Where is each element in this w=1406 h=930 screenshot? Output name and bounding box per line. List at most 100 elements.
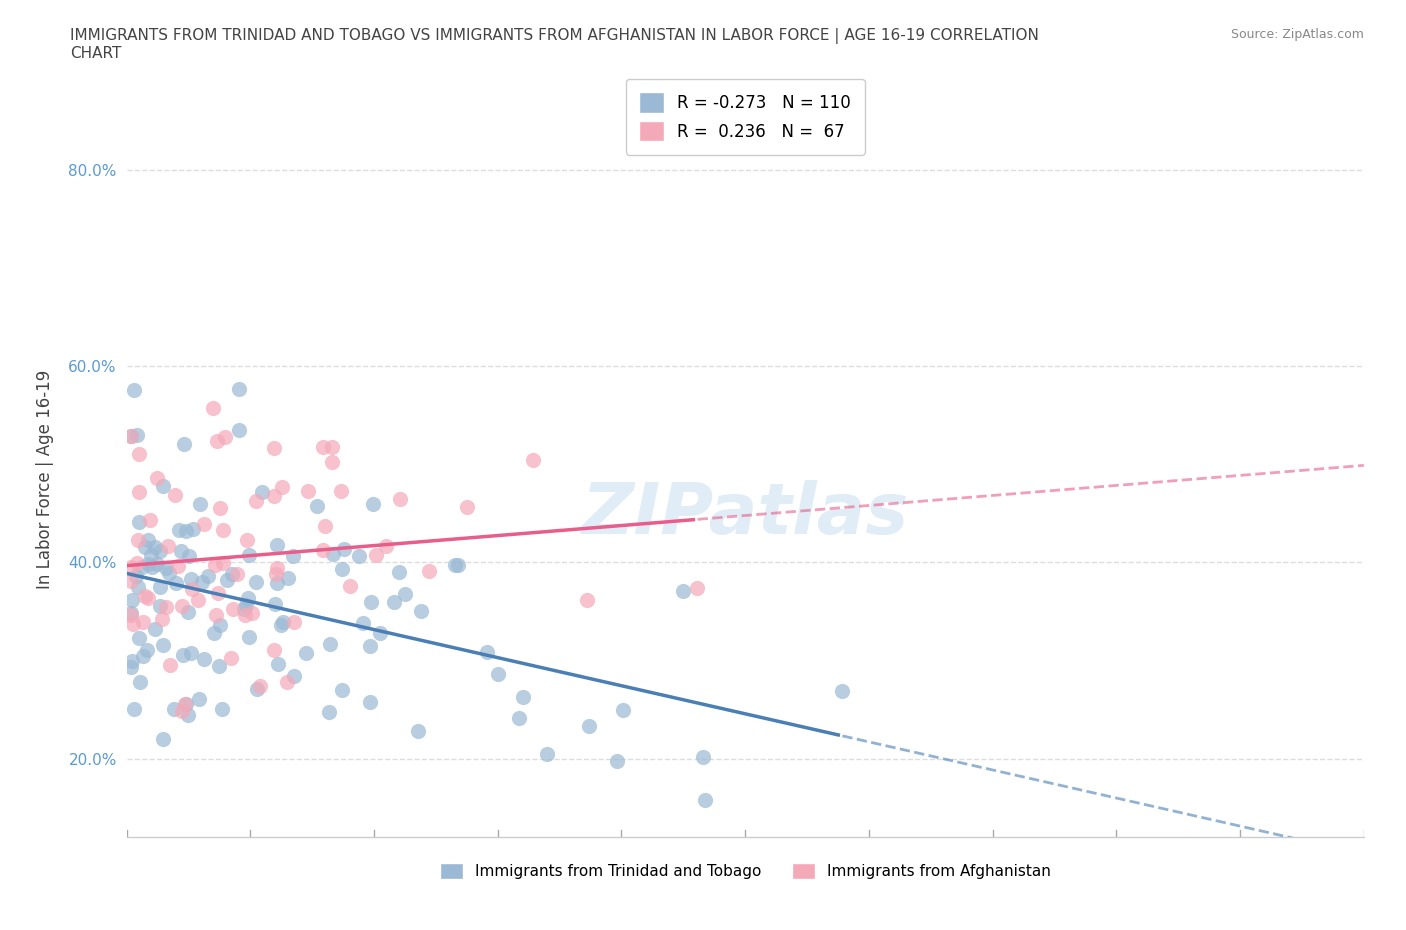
- Point: [165, 576, 187, 591]
- Point: [159, 658, 181, 672]
- Point: [226, 566, 249, 581]
- Point: [176, 697, 198, 711]
- Point: [375, 538, 398, 553]
- Point: [128, 674, 150, 689]
- Point: [125, 568, 148, 583]
- Point: [120, 607, 142, 622]
- Point: [193, 516, 215, 531]
- Text: Source: ZipAtlas.com: Source: ZipAtlas.com: [1230, 28, 1364, 41]
- Point: [121, 593, 143, 608]
- Point: [150, 612, 173, 627]
- Point: [671, 584, 693, 599]
- Point: [188, 691, 211, 706]
- Point: [146, 556, 169, 571]
- Point: [143, 621, 166, 636]
- Point: [263, 643, 285, 658]
- Point: [141, 547, 163, 562]
- Point: [127, 579, 149, 594]
- Text: ZIPatlas: ZIPatlas: [582, 480, 908, 550]
- Point: [136, 591, 159, 605]
- Point: [152, 637, 174, 652]
- Point: [245, 574, 267, 589]
- Point: [128, 631, 150, 645]
- Point: [188, 497, 211, 512]
- Point: [297, 484, 319, 498]
- Point: [172, 647, 194, 662]
- Point: [270, 618, 292, 632]
- Point: [522, 453, 544, 468]
- Point: [191, 574, 214, 589]
- Point: [382, 595, 405, 610]
- Point: [238, 630, 260, 644]
- Point: [222, 602, 245, 617]
- Point: [134, 540, 156, 555]
- Point: [508, 711, 530, 726]
- Point: [208, 618, 231, 633]
- Point: [321, 455, 343, 470]
- Point: [266, 576, 288, 591]
- Point: [394, 587, 416, 602]
- Point: [181, 522, 204, 537]
- Point: [228, 381, 250, 396]
- Point: [205, 607, 228, 622]
- Point: [149, 580, 172, 595]
- Point: [267, 657, 290, 671]
- Point: [305, 498, 328, 513]
- Point: [329, 484, 352, 498]
- Point: [294, 646, 316, 661]
- Point: [131, 559, 153, 574]
- Point: [245, 494, 267, 509]
- Point: [155, 599, 177, 614]
- Point: [263, 488, 285, 503]
- Point: [128, 515, 150, 530]
- Point: [359, 639, 381, 654]
- Point: [215, 572, 238, 587]
- Point: [238, 547, 260, 562]
- Point: [136, 556, 159, 571]
- Point: [152, 478, 174, 493]
- Point: [266, 567, 288, 582]
- Point: [263, 596, 285, 611]
- Point: [693, 792, 716, 807]
- Point: [124, 382, 146, 397]
- Point: [145, 471, 167, 485]
- Point: [831, 684, 853, 698]
- Point: [120, 659, 142, 674]
- Point: [252, 485, 274, 499]
- Point: [170, 599, 193, 614]
- Legend: Immigrants from Trinidad and Tobago, Immigrants from Afghanistan: Immigrants from Trinidad and Tobago, Imm…: [432, 856, 1059, 886]
- Point: [312, 542, 335, 557]
- Point: [330, 562, 353, 577]
- Point: [193, 652, 215, 667]
- Point: [163, 702, 186, 717]
- Point: [266, 560, 288, 575]
- Point: [202, 625, 225, 640]
- Point: [136, 532, 159, 547]
- Point: [125, 555, 148, 570]
- Point: [157, 565, 180, 580]
- Point: [232, 601, 254, 616]
- Point: [692, 750, 714, 764]
- Y-axis label: In Labor Force | Age 16-19: In Labor Force | Age 16-19: [37, 369, 55, 589]
- Point: [266, 538, 288, 552]
- Point: [120, 429, 142, 444]
- Point: [120, 560, 142, 575]
- Point: [180, 645, 202, 660]
- Point: [347, 549, 370, 564]
- Point: [197, 568, 219, 583]
- Point: [263, 440, 285, 455]
- Point: [271, 615, 294, 630]
- Point: [228, 423, 250, 438]
- Point: [120, 606, 142, 621]
- Point: [612, 702, 634, 717]
- Point: [283, 615, 305, 630]
- Point: [221, 566, 243, 581]
- Point: [606, 753, 628, 768]
- Point: [167, 523, 190, 538]
- Point: [236, 533, 259, 548]
- Point: [157, 538, 180, 553]
- Point: [207, 658, 229, 673]
- Point: [139, 512, 162, 527]
- Point: [233, 608, 256, 623]
- Point: [163, 488, 186, 503]
